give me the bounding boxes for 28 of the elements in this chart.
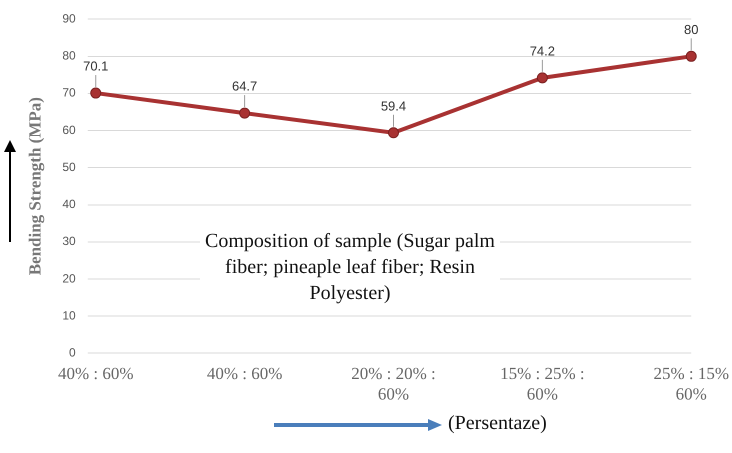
point — [90, 88, 102, 99]
y-tick-label: 20 — [62, 271, 76, 286]
y-tick-label: 90 — [62, 12, 76, 26]
y-tick-label: 40 — [62, 197, 76, 212]
x-tick-label: 40% : 60% — [206, 364, 282, 383]
y-tick-label: 10 — [62, 308, 76, 322]
x-axis-title: (Persentaze) — [448, 412, 547, 435]
y-tick-label: 70 — [62, 86, 76, 100]
y-tick-label: 30 — [62, 234, 76, 248]
y-tick-label: 60 — [62, 122, 76, 137]
y-axis-title: Bending Strength (MPa) — [26, 97, 45, 276]
point — [686, 50, 697, 62]
data-label: 59.4 — [380, 98, 406, 114]
data-label: 80 — [684, 22, 698, 37]
x-tick-label: 15% : 25% : 60% — [500, 364, 585, 404]
annotation: Composition of sample (Sugar palm fiber; pineaple leaf fiber; Resin Polyester) — [200, 228, 500, 306]
y-tick-label: 50 — [62, 160, 76, 174]
point — [239, 108, 250, 119]
data-label: 64.7 — [232, 78, 258, 94]
data-label: 74.2 — [530, 43, 556, 58]
y-tick-label: 0 — [69, 346, 76, 360]
x-tick-label: 25% : 15% 60% — [653, 364, 729, 404]
x-tick-label: 20% : 20% : 60% — [351, 364, 436, 404]
x-tick-label: 40% : 60% — [58, 364, 134, 383]
y-tick-label: 80 — [62, 48, 76, 63]
point — [388, 127, 399, 138]
point — [536, 72, 548, 84]
data-label: 70.1 — [83, 58, 108, 74]
